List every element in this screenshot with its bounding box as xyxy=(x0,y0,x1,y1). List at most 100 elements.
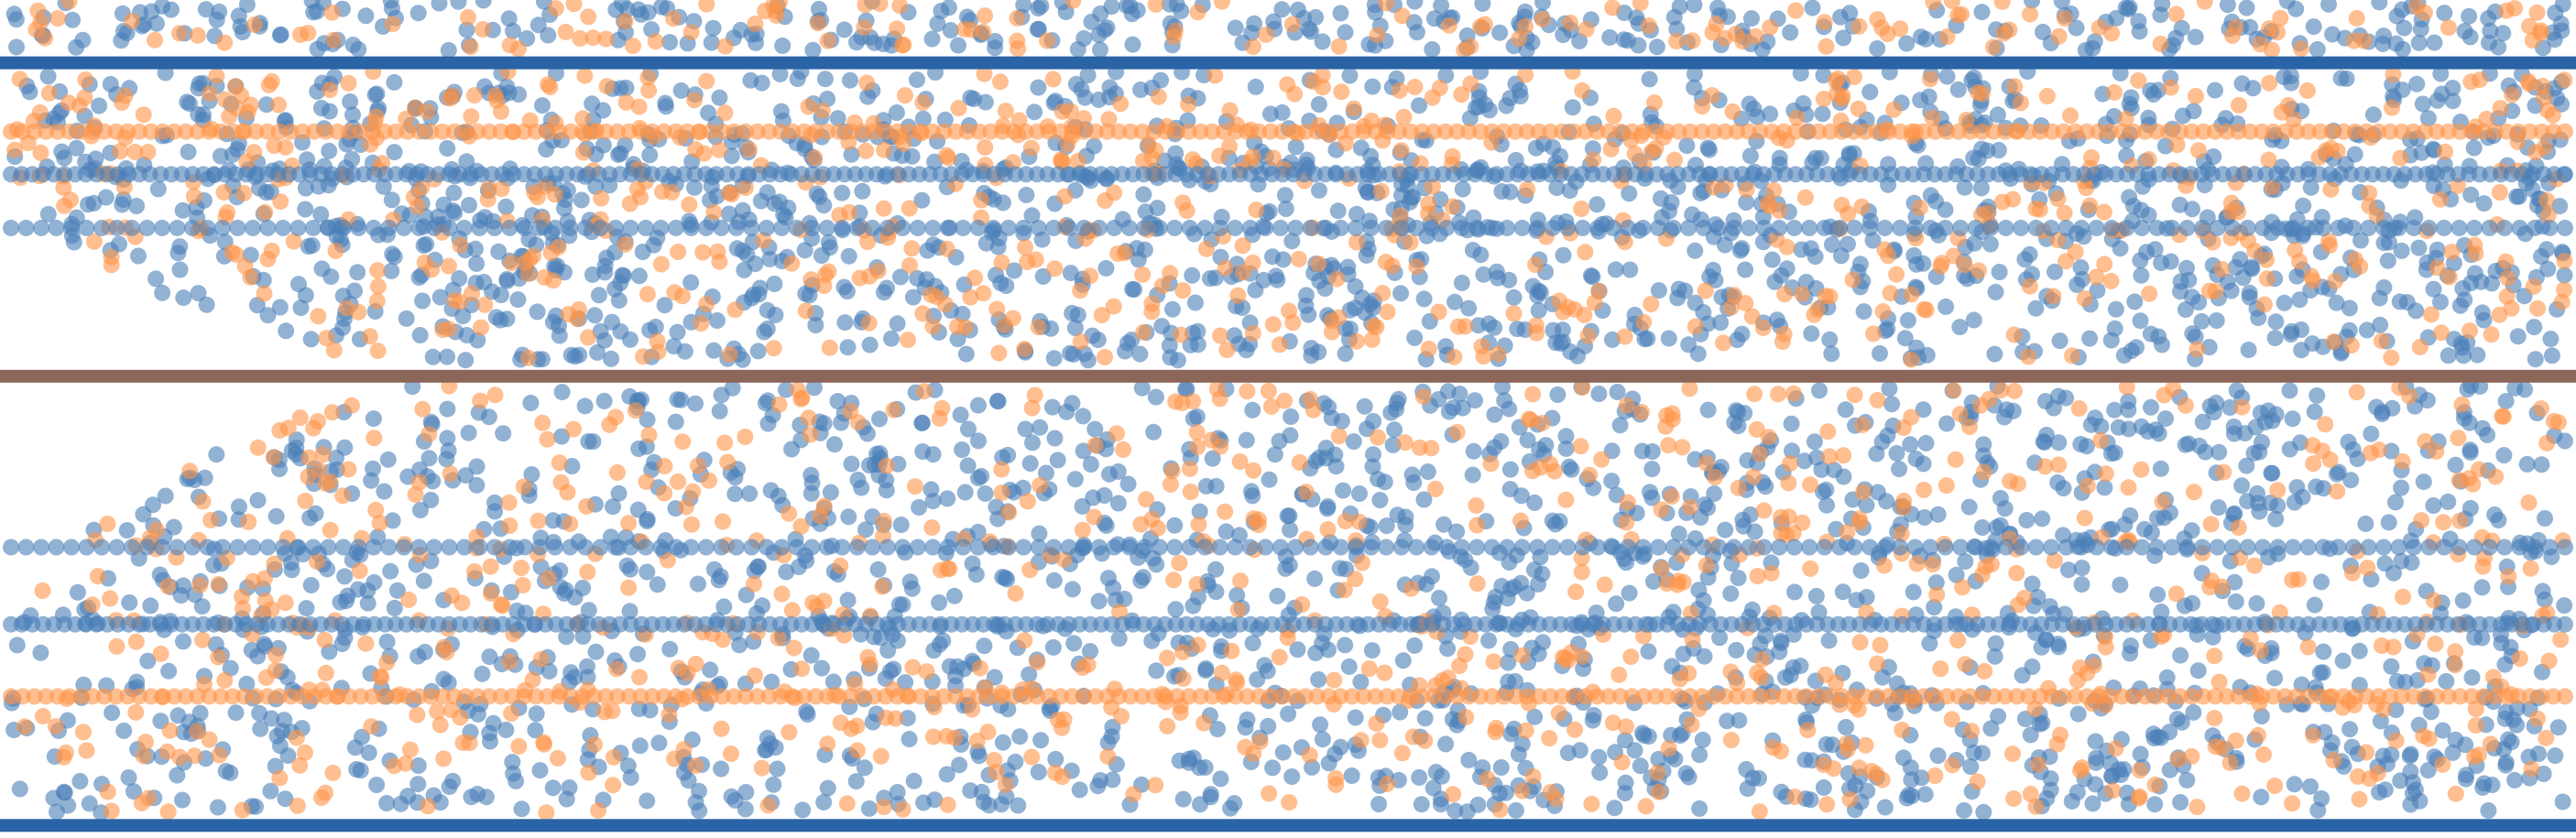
scatter-point-blue xyxy=(672,391,690,408)
scatter-point-blue xyxy=(713,760,730,778)
scatter-point-orange xyxy=(2348,384,2365,401)
scatter-point-blue xyxy=(139,652,157,669)
scatter-point-orange xyxy=(1009,32,1026,49)
scatter-point-blue xyxy=(2152,460,2169,477)
scatter-point-blue xyxy=(1712,314,1730,332)
scatter-point-blue xyxy=(1717,521,1734,539)
scatter-point-orange xyxy=(2497,253,2515,270)
scatter-point-blue xyxy=(2527,351,2544,368)
scatter-point-blue xyxy=(1734,511,1752,528)
scatter-point-blue xyxy=(741,485,759,502)
scatter-point-orange xyxy=(1016,341,1033,358)
scatter-point-blue xyxy=(1719,713,1736,730)
scatter-point-blue xyxy=(1552,334,1569,352)
scatter-point-orange xyxy=(2491,184,2508,201)
scatter-point-blue xyxy=(1525,561,1543,579)
scatter-point-orange xyxy=(1945,382,1962,399)
scatter-point-blue xyxy=(1672,727,1688,745)
scatter-point-blue xyxy=(1453,274,1470,291)
scatter-point-orange xyxy=(1229,601,1247,618)
scatter-point-orange xyxy=(1272,336,1288,354)
scatter-point-blue xyxy=(1611,417,1629,434)
scatter-point-blue xyxy=(1869,484,1886,501)
scatter-point-orange xyxy=(6,141,24,158)
scatter-point-blue xyxy=(1352,139,1370,157)
scatter-point-blue xyxy=(1824,236,1840,253)
scatter-point-orange xyxy=(1258,26,1274,43)
scatter-point-orange xyxy=(2342,337,2360,354)
scatter-point-blue xyxy=(2432,65,2450,82)
scatter-point-blue xyxy=(826,436,843,453)
scatter-point-blue xyxy=(300,238,317,255)
scatter-point-orange xyxy=(851,269,868,287)
scatter-point-orange xyxy=(2529,710,2546,727)
scatter-point-orange xyxy=(1165,571,1183,589)
scatter-point-orange xyxy=(1613,754,1631,771)
scatter-point-blue xyxy=(1731,242,1749,259)
scatter-point-blue xyxy=(1034,267,1052,285)
scatter-point-blue xyxy=(1416,710,1434,727)
scatter-point-blue xyxy=(2295,197,2312,214)
scatter-point-orange xyxy=(2533,400,2549,418)
scatter-point-blue xyxy=(913,414,931,431)
scatter-point-orange xyxy=(2196,0,2213,10)
scatter-point-orange xyxy=(2520,494,2538,511)
scatter-point-orange xyxy=(1221,138,1239,155)
scatter-point-blue xyxy=(1356,397,1373,415)
scatter-point-orange xyxy=(2431,190,2449,208)
scatter-point-blue xyxy=(1741,147,1759,165)
scatter-point-blue xyxy=(704,19,722,37)
scatter-point-orange xyxy=(1816,14,1833,31)
scatter-point-orange xyxy=(1586,294,1603,311)
scatter-point-orange xyxy=(300,468,317,485)
scatter-point-orange xyxy=(723,745,739,762)
scatter-point-blue xyxy=(1699,401,1717,419)
scatter-point-orange xyxy=(2437,143,2453,160)
scatter-point-blue xyxy=(2526,319,2543,336)
scatter-point-orange xyxy=(565,0,583,13)
scatter-point-orange xyxy=(2432,324,2450,342)
scatter-point-orange xyxy=(1244,324,1261,342)
scatter-point-blue xyxy=(1771,149,1788,167)
scatter-point-blue xyxy=(1092,41,1108,59)
scatter-point-blue xyxy=(2387,35,2405,52)
scatter-point-blue xyxy=(931,594,948,611)
scatter-point-orange xyxy=(872,747,890,765)
scatter-point-blue xyxy=(1858,496,1875,514)
scatter-point-orange xyxy=(709,243,726,260)
scatter-point-orange xyxy=(246,16,263,33)
scatter-point-orange xyxy=(780,724,798,741)
scatter-point-blue xyxy=(2314,664,2331,681)
scatter-point-blue xyxy=(2251,443,2268,461)
scatter-point-blue xyxy=(1915,455,1932,473)
scatter-point-blue xyxy=(669,323,686,341)
scatter-point-orange xyxy=(1396,434,1414,452)
scatter-point-blue xyxy=(2131,23,2148,40)
scatter-point-orange xyxy=(1684,32,1701,49)
scatter-point-orange xyxy=(517,254,534,271)
scatter-point-blue xyxy=(1557,440,1575,457)
scatter-point-blue xyxy=(705,342,723,359)
scatter-point-orange xyxy=(1764,739,1782,756)
scatter-point-blue xyxy=(2172,794,2189,811)
scatter-point-blue xyxy=(267,507,285,525)
scatter-point-orange xyxy=(2045,288,2062,305)
scatter-point-blue xyxy=(977,93,994,111)
scatter-point-orange xyxy=(1799,722,1817,739)
scatter-point-blue xyxy=(1207,560,1225,578)
scatter-point-blue xyxy=(2415,473,2432,491)
scatter-point-blue xyxy=(1726,414,1743,431)
scatter-point-orange xyxy=(1780,474,1797,492)
scatter-point-orange xyxy=(503,255,520,272)
scatter-point-blue xyxy=(857,521,874,539)
scatter-point-blue xyxy=(474,665,491,682)
scatter-point-blue xyxy=(2103,767,2121,785)
scatter-point-blue xyxy=(2249,484,2265,502)
scatter-point-blue xyxy=(1238,342,1255,359)
scatter-point-orange xyxy=(2538,191,2555,209)
scatter-point-blue xyxy=(839,592,857,609)
scatter-point-orange xyxy=(674,288,691,305)
scatter-point-orange xyxy=(639,286,656,303)
scatter-point-blue xyxy=(2208,312,2225,329)
scatter-point-blue xyxy=(39,205,57,223)
